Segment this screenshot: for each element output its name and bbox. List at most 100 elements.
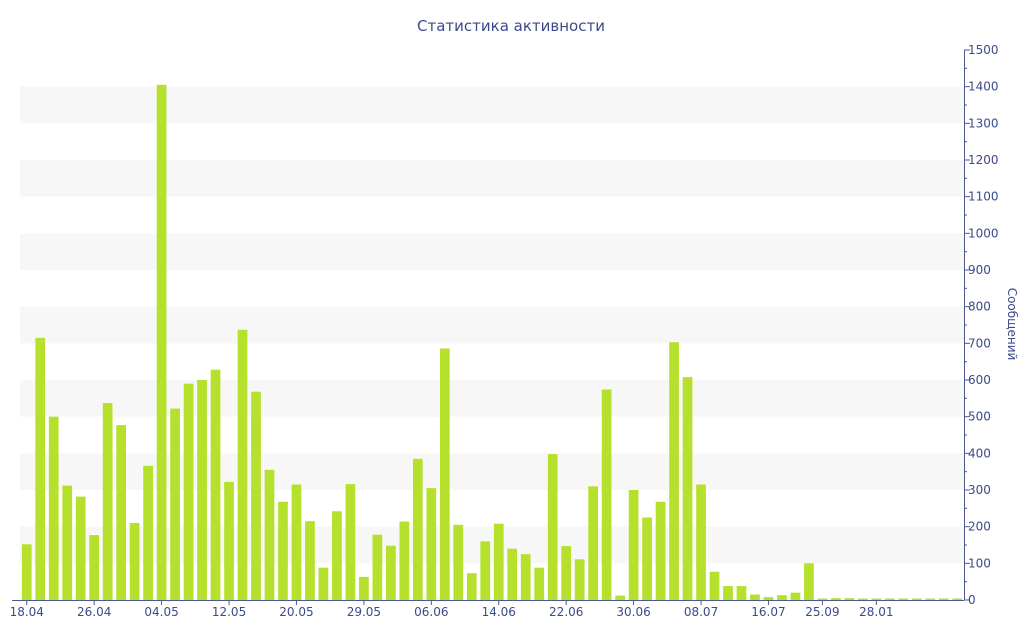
bar — [102, 403, 113, 600]
bar — [224, 481, 234, 600]
bar — [736, 586, 747, 600]
bar — [493, 523, 504, 600]
y-tick-label: 1100 — [968, 190, 999, 204]
bar — [642, 517, 652, 600]
bar — [21, 544, 32, 600]
bar — [615, 595, 625, 600]
bar — [116, 425, 126, 600]
bar — [453, 524, 464, 600]
y-tick-label: 300 — [968, 483, 991, 497]
bar — [480, 541, 491, 600]
x-tick-label: 12.05 — [212, 605, 246, 619]
bar — [439, 348, 450, 600]
bar — [858, 598, 868, 600]
y-tick-label: 500 — [968, 410, 991, 424]
bar — [278, 501, 288, 600]
bar — [89, 535, 100, 600]
bar — [210, 369, 221, 600]
y-axis-title: Сообщений — [1005, 288, 1019, 361]
bar — [628, 490, 639, 600]
bar — [871, 598, 882, 600]
bar — [763, 597, 774, 600]
bar — [831, 598, 841, 600]
y-tick-label: 0 — [968, 593, 976, 607]
bar — [156, 84, 167, 600]
bar — [197, 380, 207, 600]
bar — [75, 496, 86, 600]
bar — [237, 329, 248, 600]
bar — [817, 598, 828, 600]
bar — [143, 465, 153, 600]
x-tick-label: 04.05 — [144, 605, 178, 619]
bar — [359, 576, 369, 600]
bar — [682, 377, 693, 600]
bar — [520, 554, 531, 600]
bar — [696, 484, 706, 600]
y-tick-label: 1500 — [968, 43, 999, 57]
bar — [790, 592, 801, 600]
bar — [372, 534, 383, 600]
bar — [601, 389, 612, 600]
bar — [332, 511, 342, 600]
bar — [170, 408, 180, 600]
bar — [723, 586, 733, 600]
grid-band — [20, 160, 964, 197]
bar — [507, 548, 518, 600]
chart-title: Статистика активности — [417, 17, 605, 35]
bar — [183, 383, 194, 600]
bar — [588, 486, 598, 600]
bar — [804, 563, 814, 600]
bar — [925, 598, 936, 600]
bar — [911, 598, 922, 600]
bar — [345, 484, 356, 600]
bar — [952, 598, 963, 600]
y-tick-label: 400 — [968, 446, 991, 460]
x-tick-label: 08.07 — [684, 605, 718, 619]
y-tick-label: 1400 — [968, 80, 999, 94]
x-tick-label: 06.06 — [414, 605, 448, 619]
y-tick-label: 1200 — [968, 153, 999, 167]
bar — [709, 571, 720, 600]
bar — [291, 484, 302, 600]
bar — [399, 521, 410, 600]
bar-series — [21, 84, 963, 600]
y-axis-ticks: 0 100 200 300 400 500 600 700 800 900 1000 1100 1200… — [964, 43, 999, 607]
bar — [48, 416, 59, 600]
bar — [534, 567, 545, 600]
x-tick-label: 18.04 — [10, 605, 44, 619]
y-tick-label: 1000 — [968, 226, 999, 240]
bar — [750, 594, 760, 600]
bar — [547, 454, 558, 600]
grid-band — [20, 306, 964, 344]
bar — [777, 595, 787, 600]
x-tick-label: 26.04 — [77, 605, 111, 619]
bar — [35, 337, 46, 600]
bar — [426, 488, 437, 600]
grid-band — [20, 233, 964, 270]
bar — [466, 573, 477, 600]
bar — [318, 567, 329, 600]
y-tick-label: 800 — [968, 300, 991, 314]
bar — [561, 546, 572, 600]
bar — [884, 598, 895, 600]
bar — [264, 469, 275, 600]
x-axis-ticks: 18.04 26.04 04.05 12.05 20.05 29.05 06.06 14.06… — [10, 600, 894, 619]
bar — [62, 485, 73, 600]
x-tick-label: 30.06 — [616, 605, 650, 619]
x-tick-label: 14.06 — [482, 605, 516, 619]
bar — [669, 342, 679, 600]
y-tick-label: 700 — [968, 336, 991, 350]
bar — [844, 598, 855, 600]
y-tick-label: 900 — [968, 263, 991, 277]
y-tick-label: 200 — [968, 520, 991, 534]
x-tick-label: 29.05 — [347, 605, 381, 619]
bar — [412, 458, 423, 600]
bar — [251, 391, 261, 600]
grid-bands — [20, 86, 964, 564]
bar — [305, 521, 315, 600]
grid-band — [20, 86, 964, 124]
y-tick-label: 600 — [968, 373, 991, 387]
bar — [129, 523, 140, 600]
bar — [898, 598, 909, 600]
